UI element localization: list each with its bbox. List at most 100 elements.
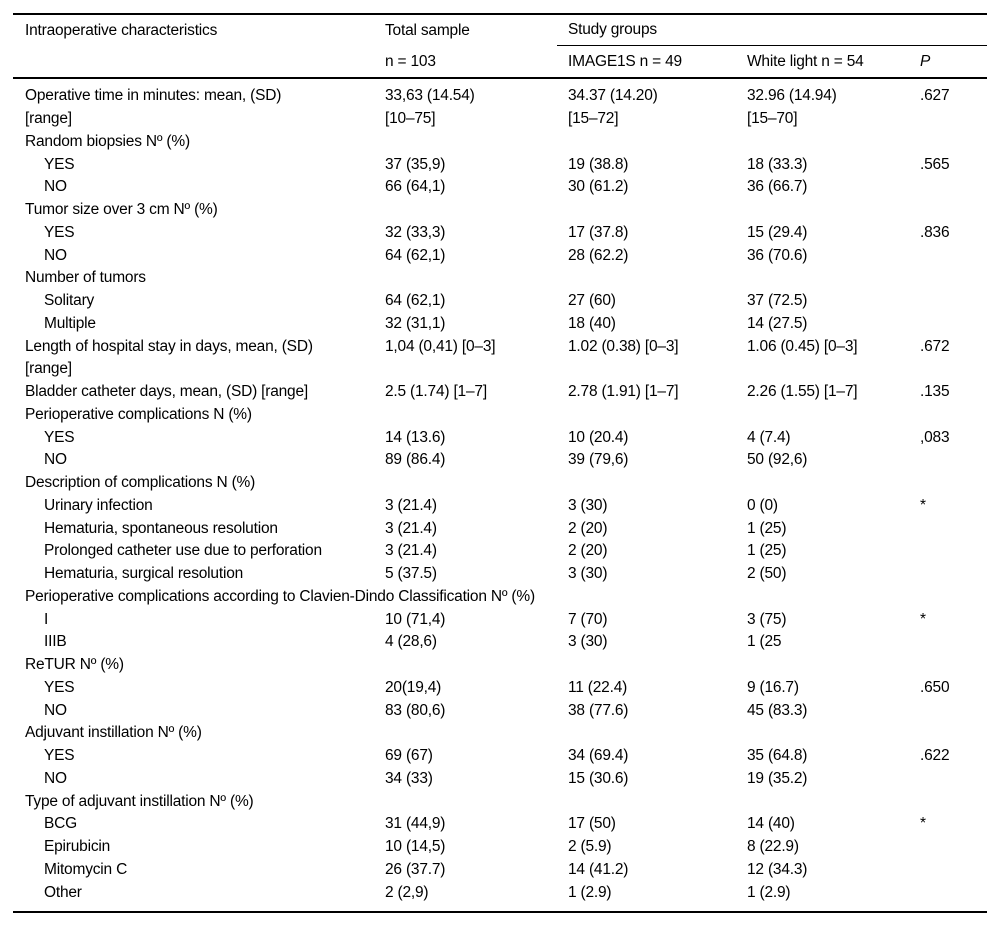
cell-p-value: .672	[920, 337, 950, 355]
cell-p-value: .836	[920, 223, 950, 241]
cell-p-value	[920, 790, 987, 813]
row-label: Other	[44, 883, 82, 901]
row-label: NO	[44, 451, 67, 469]
intraoperative-characteristics-table: Intraoperative characteristics Total sam…	[13, 13, 987, 913]
cell-image1s: 11 (22.4)	[568, 678, 628, 696]
table-row: YES 20(19,4) 11 (22.4) 9 (16.7) .650	[13, 677, 987, 700]
row-label: Adjuvant instillation Nº (%)	[25, 724, 202, 742]
column-header-p-value: P	[920, 52, 931, 70]
cell-white-light: 50 (92,6)	[747, 451, 808, 469]
table-row: Epirubicin 10 (14,5) 2 (5.9) 8 (22.9)	[13, 836, 987, 859]
row-label: [range]	[25, 110, 72, 128]
row-label: Bladder catheter days, mean, (SD) [range…	[25, 383, 309, 401]
cell-white-light: 19 (35.2)	[747, 769, 808, 787]
cell-white-light: 9 (16.7)	[747, 678, 799, 696]
cell-image1s: 1 (2.9)	[568, 883, 612, 901]
cell-p-value	[920, 267, 987, 290]
row-label: NO	[44, 178, 67, 196]
cell-p-value	[920, 131, 987, 154]
cell-total-sample: 34 (33)	[385, 769, 433, 787]
cell-image1s: 17 (37.8)	[568, 223, 629, 241]
row-label: ReTUR Nº (%)	[25, 656, 124, 674]
cell-image1s: 2 (5.9)	[568, 838, 612, 856]
cell-white-light: 36 (66.7)	[747, 178, 808, 196]
row-label: Tumor size over 3 cm Nº (%)	[25, 201, 218, 219]
cell-total-sample: [10–75]	[385, 110, 436, 128]
row-label: Epirubicin	[44, 838, 111, 856]
cell-white-light: 4 (7.4)	[747, 428, 791, 446]
cell-total-sample	[385, 267, 568, 290]
cell-total-sample: 37 (35,9)	[385, 155, 446, 173]
cell-p-value	[920, 244, 987, 267]
cell-image1s: 15 (30.6)	[568, 769, 629, 787]
table-row: Random biopsies Nº (%)	[13, 131, 987, 154]
cell-image1s	[568, 199, 747, 222]
cell-p-value	[920, 517, 987, 540]
cell-white-light: 12 (34.3)	[747, 860, 808, 878]
cell-image1s: 34 (69.4)	[568, 747, 629, 765]
cell-image1s: 17 (50)	[568, 815, 616, 833]
cell-total-sample: 10 (14,5)	[385, 838, 446, 856]
table-row: NO 64 (62,1) 28 (62.2) 36 (70.6)	[13, 244, 987, 267]
table-row: Solitary 64 (62,1) 27 (60) 37 (72.5)	[13, 290, 987, 313]
cell-total-sample: 89 (86.4)	[385, 451, 446, 469]
cell-p-value	[920, 768, 987, 791]
cell-p-value	[920, 108, 987, 131]
row-label: YES	[44, 155, 75, 173]
cell-p-value: *	[920, 610, 926, 628]
cell-total-sample: 3 (21.4)	[385, 496, 437, 514]
table-row: Perioperative complications N (%)	[13, 404, 987, 427]
cell-p-value	[920, 586, 987, 609]
column-header-study-groups: Study groups	[557, 15, 987, 46]
table-row: Mitomycin C 26 (37.7) 14 (41.2) 12 (34.3…	[13, 859, 987, 882]
cell-total-sample: 69 (67)	[385, 747, 433, 765]
table-row: Other 2 (2,9) 1 (2.9) 1 (2.9)	[13, 881, 987, 904]
cell-white-light: 1 (2.9)	[747, 883, 791, 901]
column-header-total-sample: Total sample	[385, 21, 470, 39]
cell-p-value	[920, 472, 987, 495]
cell-white-light: 18 (33.3)	[747, 155, 808, 173]
column-subheader-white-light: White light n = 54	[747, 52, 864, 70]
table-row: IIIB 4 (28,6) 3 (30) 1 (25	[13, 631, 987, 654]
cell-total-sample: 66 (64,1)	[385, 178, 446, 196]
cell-p-value	[920, 631, 987, 654]
cell-p-value	[920, 358, 987, 381]
cell-image1s: 18 (40)	[568, 314, 616, 332]
cell-total-sample	[385, 472, 568, 495]
row-label: IIIB	[44, 633, 67, 651]
cell-p-value	[920, 699, 987, 722]
cell-white-light: 14 (40)	[747, 815, 795, 833]
cell-total-sample: 10 (71,4)	[385, 610, 446, 628]
cell-p-value	[920, 881, 987, 904]
cell-image1s	[568, 790, 747, 813]
row-label: YES	[44, 747, 75, 765]
cell-white-light: 15 (29.4)	[747, 223, 808, 241]
table-row: Tumor size over 3 cm Nº (%)	[13, 199, 987, 222]
table-header-row-1: Intraoperative characteristics Total sam…	[13, 15, 987, 46]
row-label: Perioperative complications according to…	[25, 587, 535, 605]
cell-white-light: 14 (27.5)	[747, 314, 808, 332]
cell-white-light	[747, 358, 920, 381]
cell-total-sample: 31 (44,9)	[385, 815, 446, 833]
cell-image1s	[568, 131, 747, 154]
table-header-row-2: n = 103 IMAGE1S n = 49 White light n = 5…	[13, 46, 987, 79]
cell-total-sample: 83 (80,6)	[385, 701, 446, 719]
row-label: [range]	[25, 360, 72, 378]
cell-p-value	[920, 563, 987, 586]
cell-image1s: 14 (41.2)	[568, 860, 629, 878]
cell-image1s: 1.02 (0.38) [0–3]	[568, 337, 679, 355]
row-label: Type of adjuvant instillation Nº (%)	[25, 792, 254, 810]
cell-total-sample: 33,63 (14.54)	[385, 87, 475, 105]
cell-p-value: .627	[920, 87, 950, 105]
row-label: Random biopsies Nº (%)	[25, 132, 190, 150]
column-subheader-n-total: n = 103	[385, 52, 436, 70]
table-row: Number of tumors	[13, 267, 987, 290]
cell-p-value: ,083	[920, 428, 950, 446]
cell-image1s	[568, 722, 747, 745]
cell-white-light: 32.96 (14.94)	[747, 87, 837, 105]
table-body: Operative time in minutes: mean, (SD) 33…	[13, 79, 987, 913]
cell-image1s: 2 (20)	[568, 519, 608, 537]
table-row: NO 34 (33) 15 (30.6) 19 (35.2)	[13, 768, 987, 791]
cell-white-light	[747, 131, 920, 154]
cell-total-sample: 4 (28,6)	[385, 633, 437, 651]
